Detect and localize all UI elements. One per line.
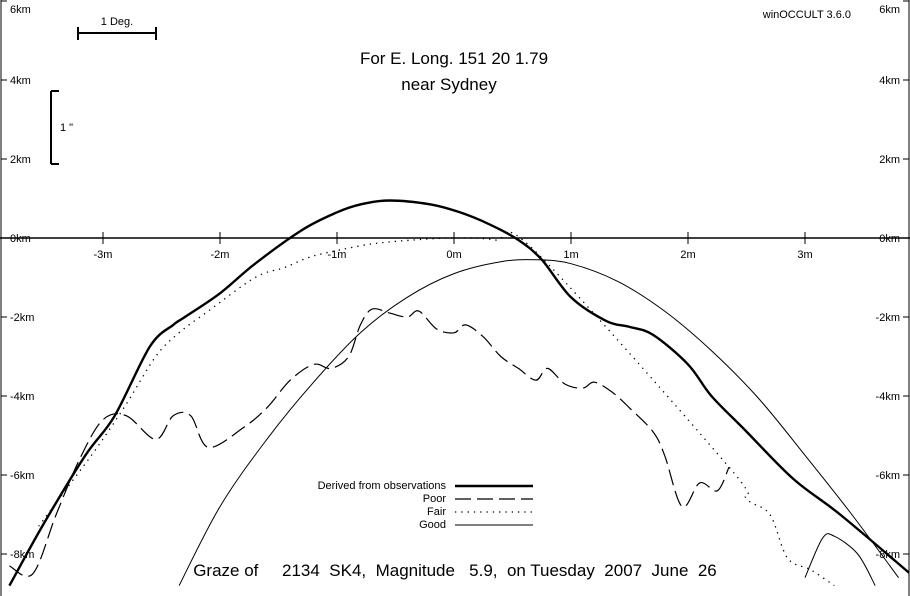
series-line-dotted — [38, 231, 835, 587]
graze-description: Graze of 2134 SK4, Magnitude 5.9, on Tue… — [193, 561, 717, 580]
y-tick-label-left: -4km — [10, 391, 34, 403]
x-tick-label: -3m — [94, 249, 113, 261]
y-tick-label-right: 0km — [879, 233, 900, 245]
y-tick-label-right: -4km — [876, 391, 900, 403]
legend-label: Poor — [423, 493, 447, 505]
y-tick-label-left: 0km — [10, 233, 31, 245]
legend-label: Derived from observations — [318, 480, 447, 492]
y-tick-label-right: -2km — [876, 312, 900, 324]
longitude-title: For E. Long. 151 20 1.79 — [360, 49, 548, 68]
y-tick-label-right: 6km — [879, 4, 900, 16]
y-axis-ticks: 6km 6km 4km 4km 2km 2km 0km 0km -2km -2km -4km -4km… — [1, 0, 909, 561]
series-line-thin — [178, 259, 900, 586]
x-axis-ticks: -3m -2m -1m 0m 1m 2m 3m — [94, 232, 813, 261]
degree-scale-label: 1 Deg. — [101, 16, 133, 28]
arcsec-scale-bar: 1 " — [50, 90, 73, 165]
x-tick-label: -1m — [328, 249, 347, 261]
y-tick-label-left: 6km — [10, 4, 31, 16]
degree-scale-bar: 1 Deg. — [77, 16, 157, 40]
x-tick-label: 0m — [446, 249, 461, 261]
arcsec-scale-label: 1 " — [60, 122, 73, 134]
x-tick-label: 3m — [797, 249, 812, 261]
y-tick-label-right: 2km — [879, 154, 900, 166]
y-tick-label-left: -8km — [10, 549, 34, 561]
series-line-thick — [8, 199, 909, 587]
y-tick-label-left: -6km — [10, 470, 34, 482]
location-title: near Sydney — [401, 75, 497, 94]
y-tick-label-left: -2km — [10, 312, 34, 324]
series-line-long-dash — [9, 308, 730, 577]
y-tick-label-right: -6km — [876, 470, 900, 482]
x-tick-label: -2m — [211, 249, 230, 261]
app-version-label: winOCCULT 3.6.0 — [762, 9, 851, 21]
legend-label: Fair — [427, 506, 446, 518]
series-line-thin — [804, 533, 876, 586]
x-tick-label: 1m — [563, 249, 578, 261]
y-tick-label-left: 4km — [10, 75, 31, 87]
y-tick-label-right: 4km — [879, 75, 900, 87]
legend-label: Good — [419, 519, 446, 531]
series-layer — [8, 199, 909, 587]
x-tick-label: 2m — [680, 249, 695, 261]
y-tick-label-left: 2km — [10, 154, 31, 166]
